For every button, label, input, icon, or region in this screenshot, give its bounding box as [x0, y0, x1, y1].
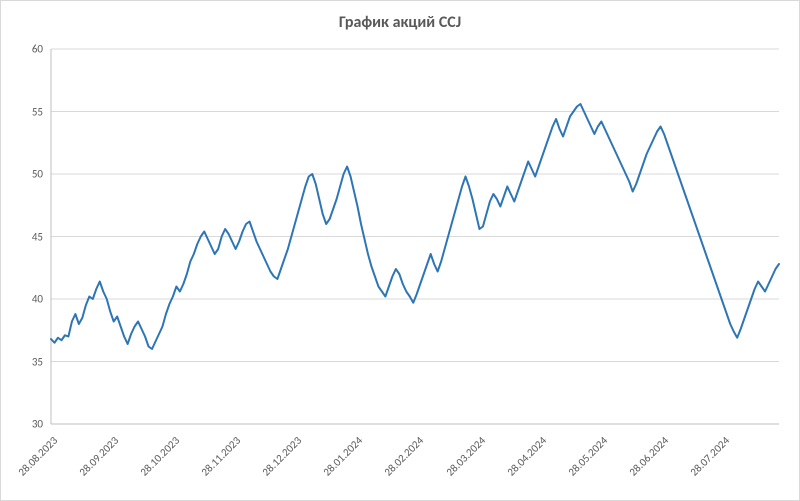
y-tick-label: 55: [1, 105, 43, 118]
y-axis-labels: 30354045505560: [1, 49, 47, 424]
x-tick-label: 28.01.2024: [321, 434, 366, 479]
x-tick-label: 28.05.2024: [565, 434, 610, 479]
gridlines: [51, 49, 779, 424]
y-tick-label: 45: [1, 230, 43, 243]
y-tick-label: 60: [1, 43, 43, 56]
x-tick-label: 28.10.2023: [138, 434, 183, 479]
price-line: [51, 104, 779, 349]
x-tick-label: 28.07.2024: [687, 434, 732, 479]
x-tick-label: 28.02.2024: [382, 434, 427, 479]
x-tick-label: 28.08.2023: [16, 434, 61, 479]
x-tick-label: 28.03.2024: [443, 434, 488, 479]
chart-title: График акций CCJ: [1, 1, 799, 32]
y-tick-label: 40: [1, 293, 43, 306]
x-tick-label: 28.04.2024: [504, 434, 549, 479]
plot-area: [51, 49, 779, 424]
chart-svg: [51, 49, 779, 424]
x-tick-label: 28.11.2023: [199, 434, 244, 479]
x-axis-labels: 28.08.202328.09.202328.10.202328.11.2023…: [51, 426, 779, 500]
y-tick-label: 50: [1, 168, 43, 181]
x-tick-label: 28.09.2023: [77, 434, 122, 479]
chart-frame: График акций CCJ 30 35 40 45 50 55 60 28.08.20…: [0, 0, 800, 501]
y-tick-label: 35: [1, 355, 43, 368]
y-tick-label: 30: [1, 418, 43, 431]
x-tick-label: 28.06.2024: [626, 434, 671, 479]
x-tick-label: 28.12.2023: [260, 434, 305, 479]
